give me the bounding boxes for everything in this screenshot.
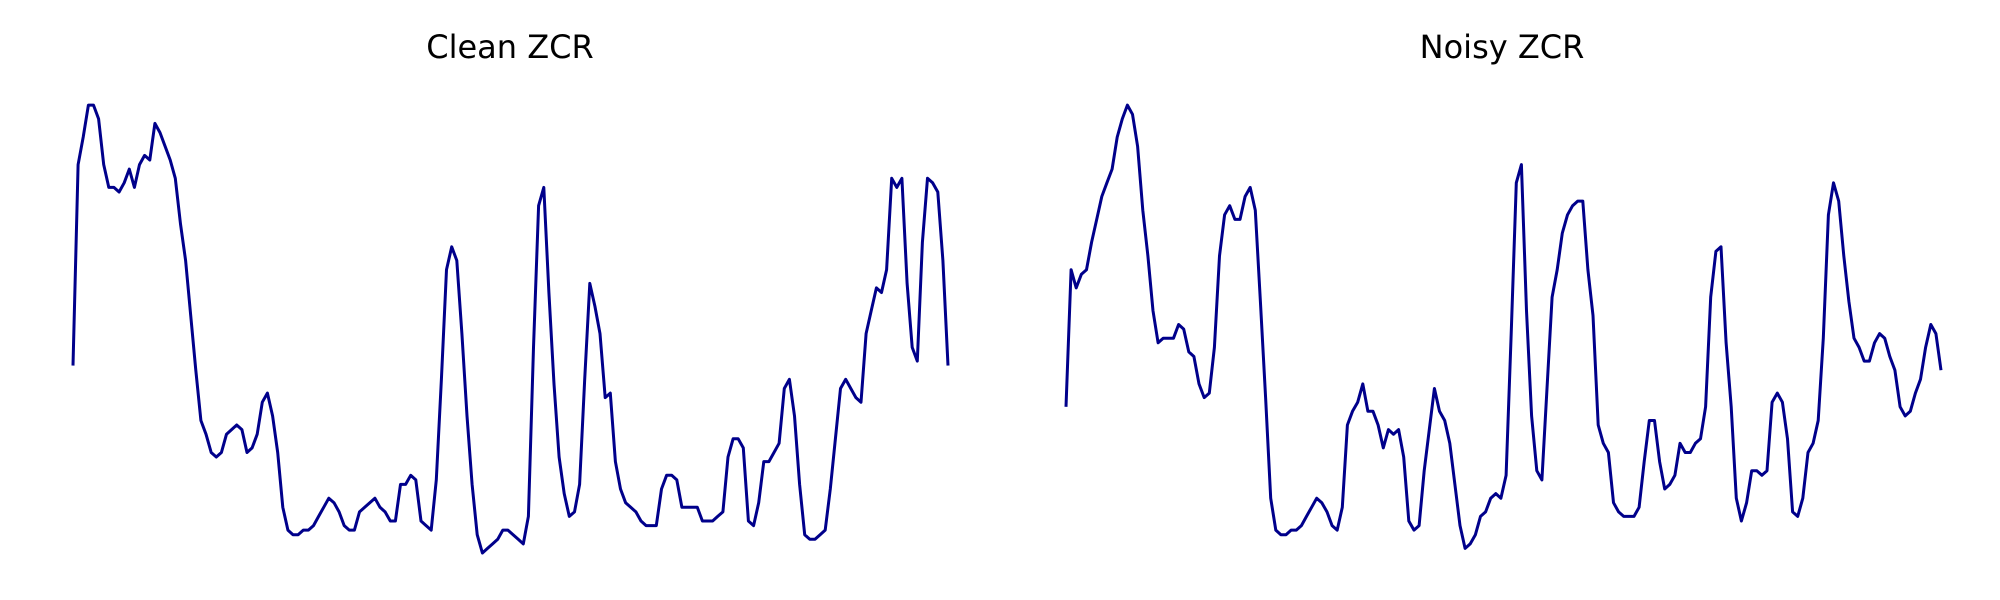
chart-title-noisy-zcr: Noisy ZCR xyxy=(1420,28,1585,66)
series-line-clean-zcr xyxy=(71,103,950,555)
chart-clean-zcr: Clean ZCR xyxy=(71,28,950,555)
series-line-noisy-zcr xyxy=(1064,103,1943,550)
chart-title-clean-zcr: Clean ZCR xyxy=(426,28,593,66)
chart-noisy-zcr: Noisy ZCR xyxy=(1064,28,1943,550)
